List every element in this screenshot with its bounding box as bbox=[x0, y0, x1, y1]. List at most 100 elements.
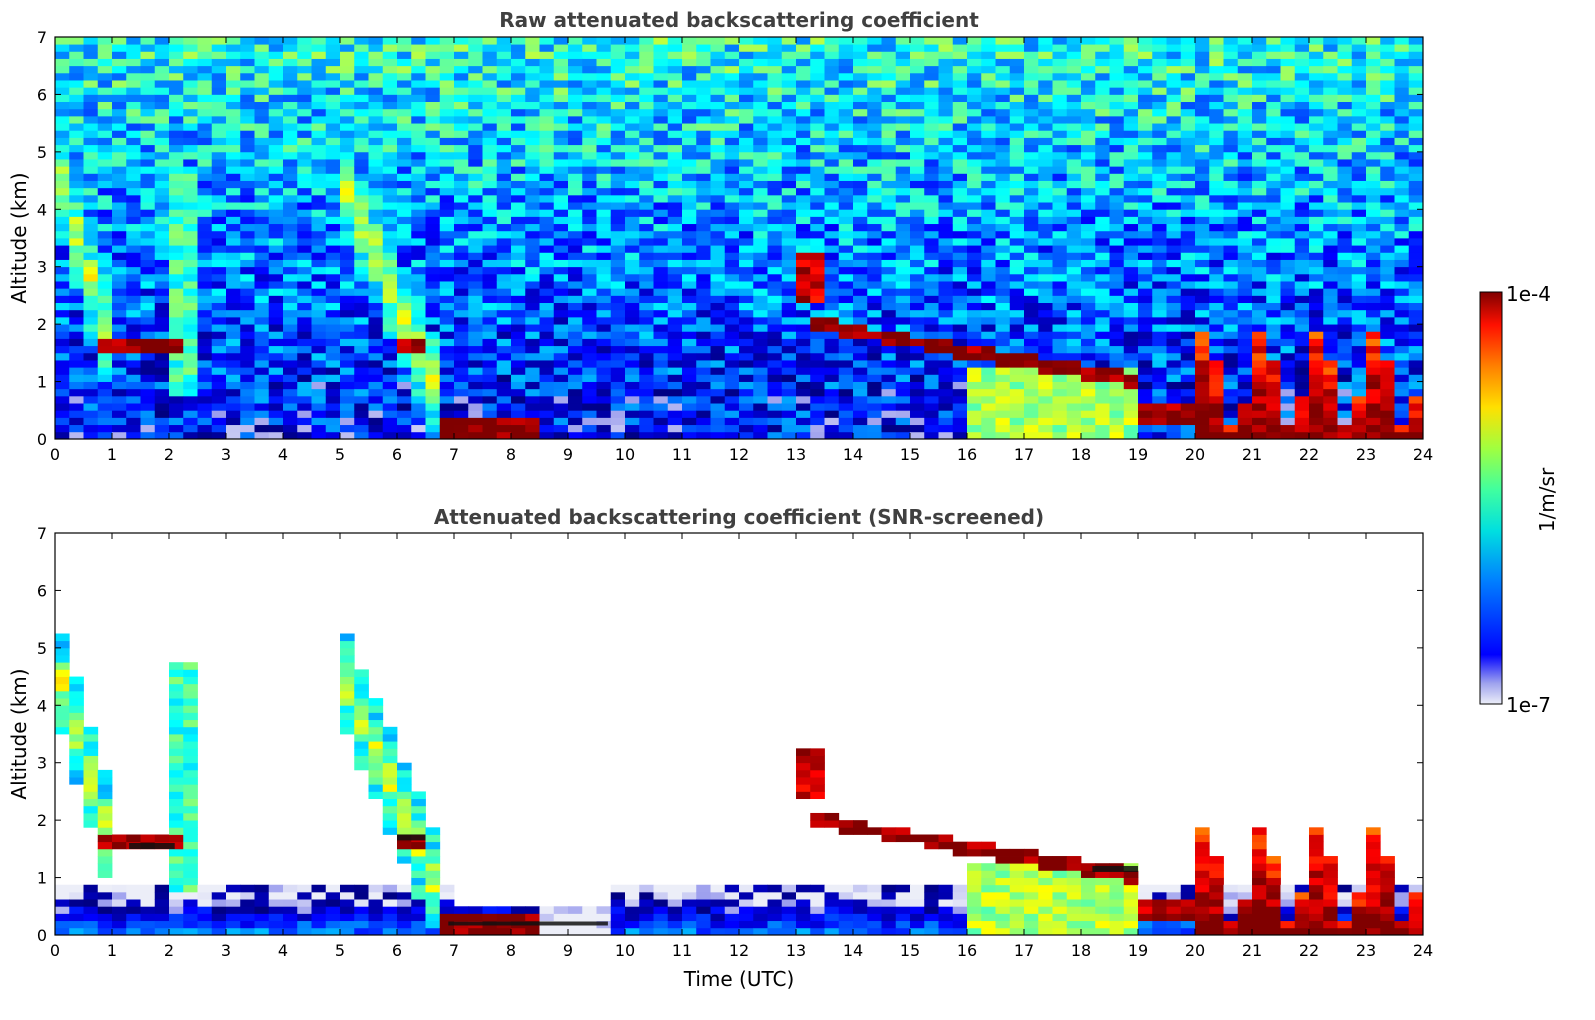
heatmap-cell bbox=[254, 259, 270, 268]
heatmap-cell bbox=[154, 302, 170, 311]
heatmap-cell bbox=[1166, 223, 1182, 232]
heatmap-cell bbox=[639, 245, 654, 253]
heatmap-cell bbox=[1109, 331, 1125, 339]
heatmap-cell bbox=[183, 295, 198, 304]
heatmap-cell bbox=[354, 367, 369, 375]
heatmap-cell bbox=[340, 395, 355, 404]
heatmap-cell bbox=[482, 259, 498, 268]
heatmap-cell bbox=[183, 395, 198, 404]
heatmap-cell bbox=[910, 180, 925, 189]
heatmap-cell bbox=[967, 345, 982, 354]
heatmap-cell bbox=[425, 338, 441, 347]
heatmap-cell bbox=[710, 381, 726, 390]
heatmap-cell bbox=[1138, 187, 1153, 196]
heatmap-cell bbox=[297, 281, 312, 289]
heatmap-cell bbox=[1209, 51, 1224, 59]
heatmap-cell bbox=[867, 108, 882, 117]
heatmap-cell bbox=[1009, 367, 1025, 375]
heatmap-cell bbox=[454, 223, 469, 232]
heatmap-cell bbox=[311, 130, 327, 138]
heatmap-cell bbox=[1095, 151, 1110, 160]
heatmap-cell bbox=[69, 288, 84, 296]
heatmap-cell bbox=[297, 252, 312, 260]
heatmap-cell bbox=[1138, 65, 1153, 74]
heatmap-cell bbox=[781, 137, 797, 146]
heatmap-cell bbox=[297, 403, 312, 411]
heatmap-cell bbox=[439, 403, 455, 411]
heatmap-cell bbox=[767, 58, 783, 67]
heatmap-cell bbox=[1280, 87, 1296, 95]
heatmap-cell bbox=[126, 209, 141, 217]
heatmap-cell bbox=[796, 295, 811, 304]
heatmap-cell bbox=[1180, 130, 1196, 138]
heatmap-cell bbox=[397, 302, 412, 311]
heatmap-cell bbox=[910, 424, 925, 433]
heatmap-cell bbox=[1166, 58, 1182, 67]
heatmap-cell bbox=[525, 238, 540, 246]
heatmap-cell bbox=[767, 173, 783, 181]
heatmap-cell bbox=[596, 338, 612, 347]
heatmap-cell bbox=[439, 130, 455, 138]
heatmap-cell bbox=[254, 94, 270, 103]
heatmap-cell bbox=[1195, 281, 1210, 289]
heatmap-cell bbox=[810, 431, 825, 440]
heatmap-cell bbox=[739, 194, 754, 203]
heatmap-cell bbox=[411, 94, 426, 103]
heatmap-cell bbox=[254, 44, 270, 52]
heatmap-cell bbox=[1309, 123, 1324, 131]
heatmap-cell bbox=[553, 223, 569, 232]
heatmap-cell bbox=[739, 209, 754, 217]
heatmap-cell bbox=[183, 374, 198, 382]
heatmap-cell bbox=[1123, 338, 1139, 347]
heatmap-cell bbox=[710, 302, 726, 311]
heatmap-cell bbox=[1152, 144, 1167, 153]
heatmap-cell bbox=[781, 123, 797, 131]
heatmap-cell bbox=[952, 180, 968, 189]
heatmap-cell bbox=[539, 345, 555, 354]
heatmap-cell bbox=[297, 51, 312, 59]
heatmap-cell bbox=[1309, 238, 1324, 246]
heatmap-cell bbox=[69, 87, 84, 95]
heatmap-cell bbox=[254, 424, 270, 433]
heatmap-cell bbox=[1280, 159, 1296, 167]
heatmap-cell bbox=[197, 410, 213, 418]
heatmap-cell bbox=[767, 410, 783, 418]
heatmap-cell bbox=[796, 130, 811, 138]
heatmap-cell bbox=[610, 115, 626, 124]
heatmap-cell bbox=[169, 388, 184, 397]
heatmap-cell bbox=[1095, 137, 1110, 146]
heatmap-cell bbox=[496, 44, 512, 52]
heatmap-cell bbox=[682, 302, 697, 311]
heatmap-cell bbox=[397, 252, 412, 260]
heatmap-cell bbox=[511, 159, 526, 167]
heatmap-cell bbox=[568, 115, 583, 124]
heatmap-cell bbox=[454, 238, 469, 246]
heatmap-cell bbox=[610, 252, 626, 260]
heatmap-cell bbox=[767, 352, 783, 361]
heatmap-cell bbox=[1166, 352, 1182, 361]
heatmap-cell bbox=[1195, 245, 1210, 253]
heatmap-cell bbox=[895, 159, 911, 167]
heatmap-cell bbox=[482, 159, 498, 167]
heatmap-cell bbox=[340, 223, 355, 232]
heatmap-cell bbox=[895, 209, 911, 217]
heatmap-cell bbox=[1237, 388, 1253, 397]
heatmap-cell bbox=[112, 252, 127, 260]
heatmap-cell bbox=[211, 417, 227, 426]
heatmap-cell bbox=[952, 238, 968, 246]
heatmap-cell bbox=[126, 223, 141, 232]
heatmap-cell bbox=[568, 65, 583, 74]
heatmap-cell bbox=[582, 151, 597, 160]
heatmap-cell bbox=[924, 223, 939, 232]
heatmap-cell bbox=[596, 173, 612, 181]
heatmap-cell bbox=[83, 395, 99, 404]
heatmap-cell bbox=[981, 115, 996, 124]
heatmap-cell bbox=[1038, 302, 1053, 311]
heatmap-cell bbox=[368, 151, 384, 160]
heatmap-cell bbox=[511, 424, 526, 433]
heatmap-cell bbox=[981, 245, 996, 253]
heatmap-cell bbox=[454, 324, 469, 332]
heatmap-cell bbox=[1166, 194, 1182, 203]
heatmap-cell bbox=[739, 80, 754, 88]
heatmap-cell bbox=[382, 87, 398, 95]
